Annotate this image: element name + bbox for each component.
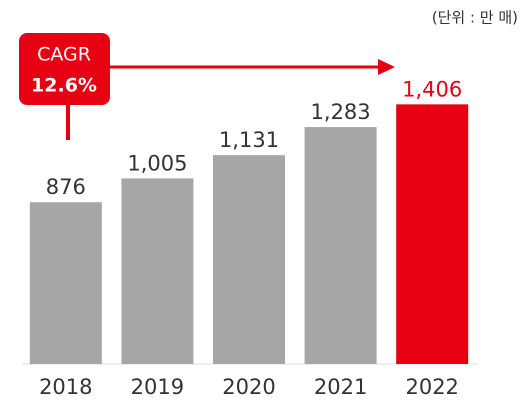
callout-value: 12.6%	[31, 75, 97, 97]
x-tick-label: 2019	[131, 375, 184, 399]
value-label: 876	[46, 175, 86, 199]
value-label: 1,406	[402, 77, 462, 101]
bar	[396, 104, 469, 364]
value-label: 1,005	[127, 151, 187, 175]
bar	[213, 155, 285, 364]
arrow-head	[378, 59, 395, 75]
x-tick-label: 2021	[314, 375, 367, 399]
x-tick-label: 2020	[222, 375, 275, 399]
value-label: 1,283	[311, 100, 371, 124]
bar	[29, 202, 102, 364]
callout-label: CAGR	[37, 44, 91, 66]
x-tick-label: 2022	[405, 375, 458, 399]
x-tick-label: 2018	[39, 375, 92, 399]
bar	[304, 127, 377, 365]
callout-box	[19, 33, 110, 105]
unit-label: (단위 : 만 매)	[432, 9, 518, 27]
value-label: 1,131	[219, 128, 279, 152]
bar	[121, 178, 194, 364]
